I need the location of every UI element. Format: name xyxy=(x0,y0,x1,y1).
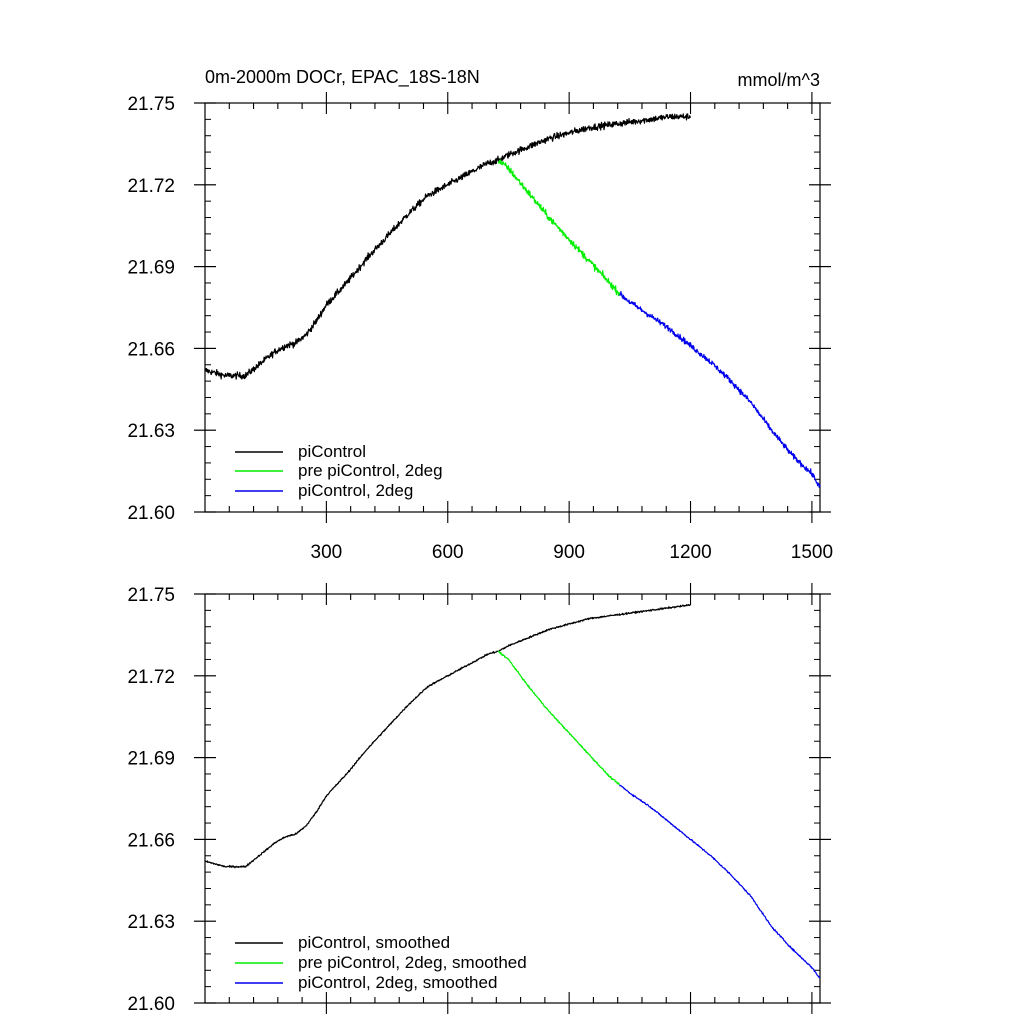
legend-label-pre-picontrol-2deg: pre piControl, 2deg xyxy=(298,461,443,480)
y-axis: 21.60 21.63 21.66 21.69 21.72 21.75 xyxy=(127,94,831,524)
y-tick-label: 21.75 xyxy=(127,94,175,115)
series-line-picontrol-smoothed xyxy=(204,603,692,869)
y-tick-label: 21.63 xyxy=(127,912,175,933)
y-tick-label: 21.75 xyxy=(127,585,175,606)
x-tick-label: 1500 xyxy=(791,542,833,563)
top-panel: 0m-2000m DOCr, EPAC_18S-18N mmol/m^3 21.… xyxy=(127,67,833,563)
legend-label-picontrol-smoothed: piControl, smoothed xyxy=(298,933,450,952)
series-line-pre-picontrol-2deg-smoothed xyxy=(497,650,620,786)
legend: piControl pre piControl, 2deg piControl,… xyxy=(235,442,443,500)
y-tick-label: 21.63 xyxy=(127,421,175,442)
x-tick-label: 600 xyxy=(432,542,464,563)
legend-label-pre-picontrol-2deg-smoothed: pre piControl, 2deg, smoothed xyxy=(298,953,527,972)
y-tick-label: 21.60 xyxy=(127,503,175,524)
series-layer xyxy=(204,113,821,488)
y-tick-label: 21.72 xyxy=(127,667,175,688)
plot-frame xyxy=(204,102,821,513)
y-tick-label: 21.69 xyxy=(127,749,175,770)
x-axis xyxy=(228,583,813,1014)
x-axis: 300 600 900 1200 1500 xyxy=(228,92,833,563)
units-label: mmol/m^3 xyxy=(738,70,820,90)
series-line-picontrol-2deg xyxy=(619,290,821,488)
y-tick-label: 21.72 xyxy=(127,176,175,197)
plot-frame xyxy=(204,593,821,1004)
y-tick-label: 21.69 xyxy=(127,258,175,279)
x-tick-label: 900 xyxy=(553,542,585,563)
x-tick-label: 1200 xyxy=(669,542,711,563)
legend-label-picontrol: piControl xyxy=(298,442,366,461)
y-tick-label: 21.60 xyxy=(127,994,175,1015)
y-axis: 21.60 21.63 21.66 21.69 21.72 21.75 xyxy=(127,585,831,1015)
series-line-picontrol-2deg-smoothed xyxy=(619,784,821,979)
series-line-pre-picontrol-2deg xyxy=(497,159,621,297)
bottom-panel: 21.60 21.63 21.66 21.69 21.72 21.75 piControl… xyxy=(127,583,831,1015)
x-tick-label: 300 xyxy=(311,542,343,563)
y-tick-label: 21.66 xyxy=(127,339,175,360)
series-layer xyxy=(204,603,821,979)
series-line-picontrol xyxy=(204,113,692,380)
legend: piControl, smoothed pre piControl, 2deg,… xyxy=(235,933,527,992)
chart-title: 0m-2000m DOCr, EPAC_18S-18N xyxy=(205,67,480,88)
legend-label-picontrol-2deg-smoothed: piControl, 2deg, smoothed xyxy=(298,973,497,992)
legend-label-picontrol-2deg: piControl, 2deg xyxy=(298,481,413,500)
y-tick-label: 21.66 xyxy=(127,830,175,851)
